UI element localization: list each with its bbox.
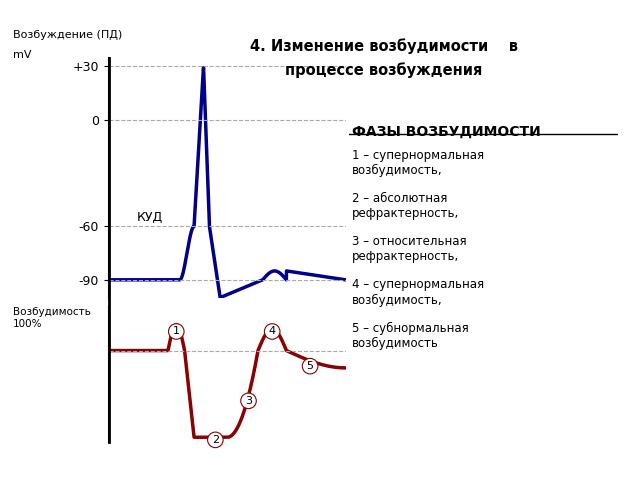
Text: 3 – относительная
рефрактерность,: 3 – относительная рефрактерность, xyxy=(352,235,467,263)
Text: 1: 1 xyxy=(173,326,180,336)
Text: 4: 4 xyxy=(269,326,276,336)
Text: 3: 3 xyxy=(245,396,252,406)
Text: mV: mV xyxy=(13,49,31,60)
Text: 1 – супернормальная
возбудимость,: 1 – супернормальная возбудимость, xyxy=(352,149,484,177)
Text: Возбудимость
100%: Возбудимость 100% xyxy=(13,307,91,329)
Text: 5: 5 xyxy=(307,361,314,371)
Text: 5 – субнормальная
возбудимость: 5 – субнормальная возбудимость xyxy=(352,322,468,350)
Text: КУД: КУД xyxy=(137,211,163,224)
Text: Возбуждение (ПД): Возбуждение (ПД) xyxy=(13,30,122,40)
Text: ФАЗЫ ВОЗБУДИМОСТИ: ФАЗЫ ВОЗБУДИМОСТИ xyxy=(352,125,541,139)
Text: процессе возбуждения: процессе возбуждения xyxy=(285,62,483,78)
Text: 2: 2 xyxy=(212,435,219,445)
Text: 2 – абсолютная
рефрактерность,: 2 – абсолютная рефрактерность, xyxy=(352,192,460,220)
Text: 4. Изменение возбудимости    в: 4. Изменение возбудимости в xyxy=(250,38,518,54)
Text: 4 – супернормальная
возбудимость,: 4 – супернормальная возбудимость, xyxy=(352,278,484,307)
